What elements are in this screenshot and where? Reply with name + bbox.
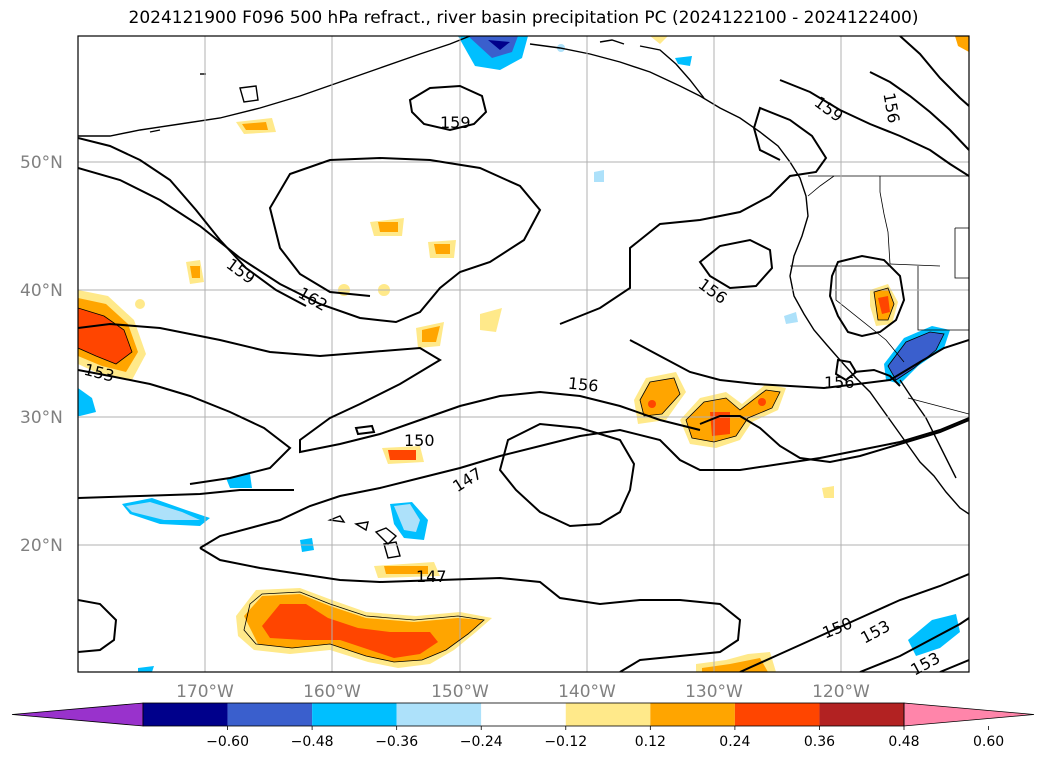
contour-label: 159 [440, 113, 471, 132]
map-background [78, 36, 969, 672]
lat-label: 40°N [20, 281, 63, 301]
colorbar-segment [650, 703, 735, 726]
colorbar-tick-label: −0.24 [460, 734, 503, 750]
colorbar-tick-label: 0.24 [719, 734, 750, 750]
colorbar-segment [312, 703, 397, 726]
refractivity-contours [78, 36, 969, 672]
lon-label: 120°W [812, 682, 870, 702]
lon-label: 140°W [558, 682, 616, 702]
colorbar-segment [734, 703, 820, 726]
contour-label: 147 [416, 567, 447, 586]
colorbar-tick-label: 0.36 [804, 734, 835, 750]
colorbar-tick-label: 0.12 [635, 734, 666, 750]
latitude-labels: 50°N 40°N 30°N 20°N [20, 153, 63, 556]
contour-label: 156 [824, 373, 855, 392]
lon-label: 170°W [176, 682, 234, 702]
contour-label: 156 [567, 374, 599, 396]
precipitation-shading [78, 36, 969, 672]
lon-label: 160°W [303, 682, 361, 702]
colorbar-tick-label: 0.60 [973, 734, 1004, 750]
colorbar-segment [143, 703, 228, 726]
colorbar-segment [819, 703, 904, 726]
colorbar-segment [565, 703, 651, 726]
contour-label: 150 [404, 431, 435, 450]
lat-label: 50°N [20, 153, 63, 173]
colorbar-tick-label: 0.48 [888, 734, 919, 750]
colorbar-segment [481, 703, 566, 726]
map-frame [77, 35, 970, 673]
map-title: 2024121900 F096 500 hPa refract., river … [128, 8, 919, 28]
colorbar-extend-min [11, 702, 144, 727]
shading-outlines [78, 287, 945, 663]
colorbar-tick-label: −0.48 [291, 734, 334, 750]
colorbar-segment [396, 703, 482, 726]
colorbar-frame [142, 702, 905, 727]
colorbar-tick-label: −0.60 [206, 734, 249, 750]
longitude-labels: 170°W 160°W 150°W 140°W 130°W 120°W [176, 682, 870, 702]
lon-label: 130°W [685, 682, 743, 702]
borders [790, 175, 969, 415]
lon-label: 150°W [431, 682, 489, 702]
colorbar-extend-max [903, 702, 1035, 727]
graticule [78, 36, 969, 672]
colorbar: −0.60 −0.48 −0.36 −0.24 −0.12 0.12 0.24 0.36 0.4… [11, 702, 1035, 750]
lat-label: 30°N [20, 408, 63, 428]
colorbar-tick-label: −0.12 [544, 734, 587, 750]
colorbar-segment [227, 703, 313, 726]
lat-label: 20°N [20, 536, 63, 556]
colorbar-tick-label: −0.36 [375, 734, 418, 750]
